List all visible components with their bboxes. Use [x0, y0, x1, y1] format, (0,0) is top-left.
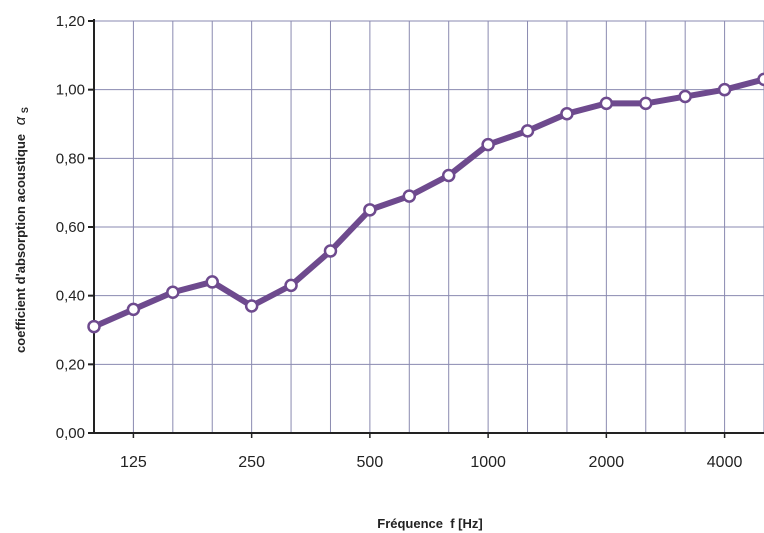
data-point	[87, 319, 101, 334]
y-axis-title-subscript: S	[20, 107, 30, 113]
y-tick-label: 0,60	[56, 219, 85, 236]
data-point	[599, 96, 614, 111]
series-layer	[87, 72, 764, 334]
y-axis-title: coefficient d'absorption acoustique α S	[12, 107, 30, 353]
y-tick-label: 0,80	[56, 150, 85, 167]
x-tick-label: 1000	[470, 454, 506, 471]
data-point	[323, 244, 338, 258]
data-point	[678, 89, 692, 104]
series-line	[91, 76, 764, 330]
data-point	[126, 302, 141, 317]
y-tick-label: 1,00	[56, 82, 85, 99]
data-point	[481, 137, 495, 152]
y-axis-title-symbol: α	[12, 116, 29, 125]
data-point	[639, 96, 653, 111]
x-tick-labels: 125 250 500 1000 2000 4000	[120, 433, 742, 471]
data-point	[363, 203, 377, 217]
axes	[93, 19, 764, 434]
data-point	[244, 299, 259, 313]
data-point	[441, 168, 456, 183]
x-tick-label: 125	[120, 454, 147, 471]
y-tick-label: 0,00	[56, 425, 85, 442]
x-tick-label: 4000	[707, 454, 743, 471]
data-point	[205, 275, 219, 289]
x-tick-label: 2000	[589, 454, 625, 471]
data-point	[520, 124, 535, 138]
data-point	[402, 189, 417, 203]
grid	[93, 20, 764, 433]
data-point	[717, 82, 732, 97]
y-tick-label: 0,20	[56, 356, 85, 373]
y-tick-labels: 0,00 0,20 0,40 0,60 0,80 1,00 1,20	[56, 13, 94, 442]
x-tick-label: 250	[238, 454, 265, 471]
x-axis-title: Fréquence f [Hz]	[377, 516, 482, 531]
y-axis-title-main: coefficient d'absorption acoustique	[13, 134, 28, 353]
data-point	[284, 278, 298, 293]
data-point	[757, 72, 764, 87]
y-tick-label: 0,40	[56, 288, 85, 305]
y-tick-label: 1,20	[56, 13, 85, 30]
data-point	[560, 106, 574, 121]
data-point	[166, 285, 180, 299]
x-tick-label: 500	[357, 454, 384, 471]
